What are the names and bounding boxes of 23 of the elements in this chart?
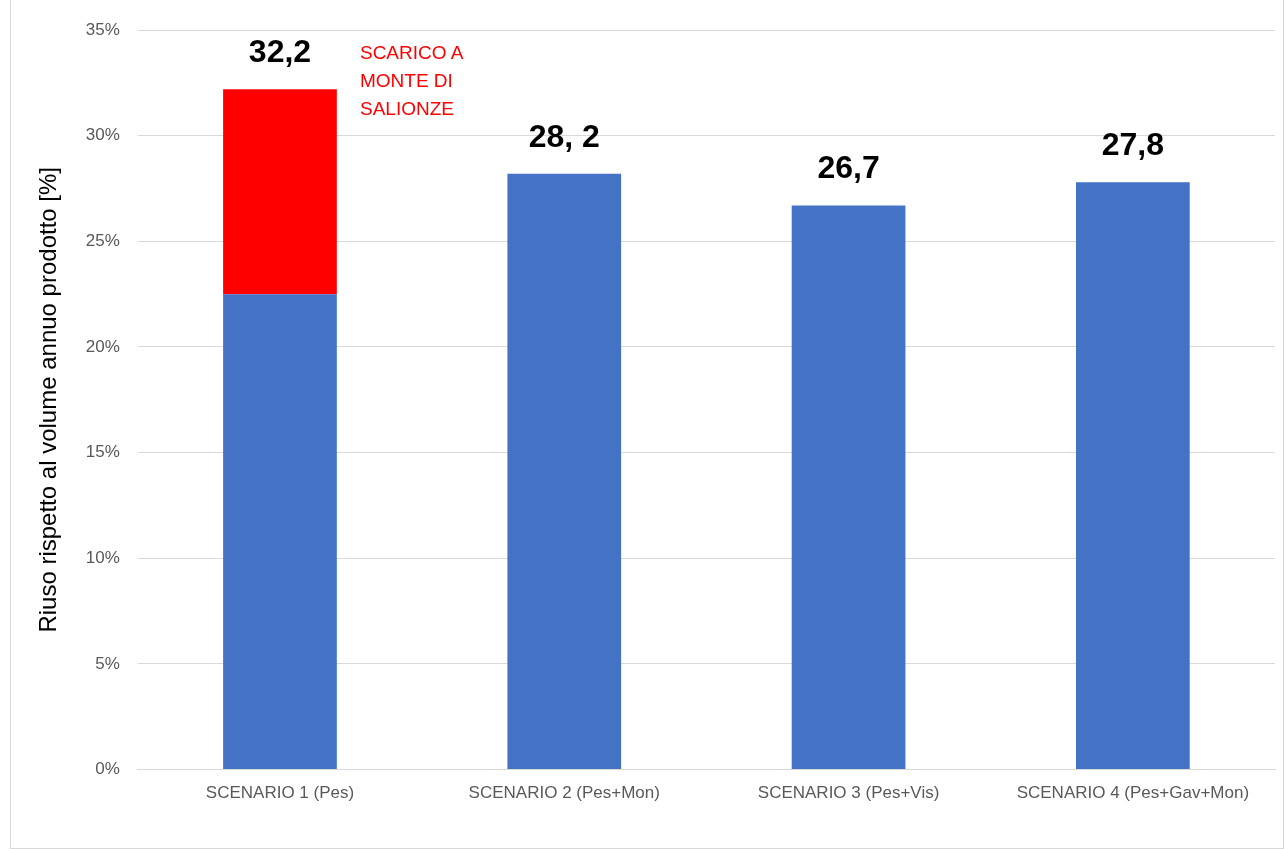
y-tick-label: 0% <box>95 759 120 779</box>
total-label: 28, 2 <box>528 117 600 154</box>
bar <box>791 205 906 770</box>
bar <box>1075 182 1190 770</box>
y-tick-label: 25% <box>85 231 120 250</box>
y-tick-label: 20% <box>85 336 120 356</box>
bar <box>507 173 622 770</box>
bar <box>223 294 337 770</box>
total-label: 27,8 <box>1101 125 1164 162</box>
annotation: SCARICO A MONTE DI SALIONZE <box>359 41 464 119</box>
x-tick-label: SCENARIO 3 (Pes+Vis) <box>757 783 940 803</box>
y-tick-label: 15% <box>85 442 120 462</box>
y-axis-title: Riuso rispetto al volume annuo prodotto [%] <box>34 167 62 633</box>
y-tick-label: 35% <box>85 19 120 39</box>
x-tick-label: SCENARIO 1 (Pes) <box>205 783 355 803</box>
x-tick-label: SCENARIO 4 (Pes+Gav+Mon) <box>1016 783 1250 803</box>
y-tick-label: 30% <box>85 125 120 145</box>
y-tick-label: 5% <box>95 653 120 673</box>
bar <box>223 89 337 295</box>
y-tick-label: 10% <box>85 547 120 567</box>
x-tick-label: SCENARIO 2 (Pes+Mon) <box>468 783 660 803</box>
total-label: 26,7 <box>817 149 880 186</box>
total-label: 32,2 <box>248 33 312 69</box>
